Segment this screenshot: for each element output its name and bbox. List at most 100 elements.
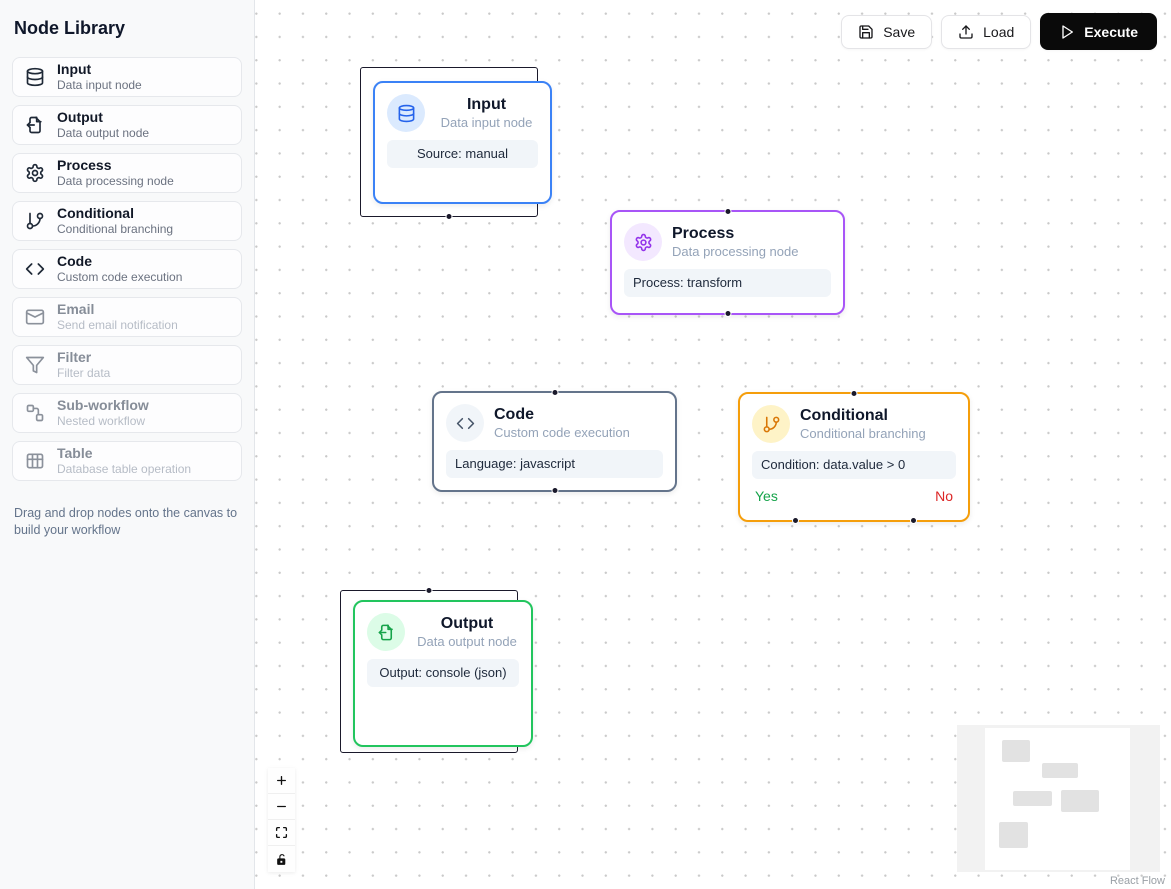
code-target-handle[interactable] [551, 389, 558, 396]
output-target-handle[interactable] [425, 587, 433, 594]
code-icon [446, 404, 484, 442]
canvas-controls [268, 768, 295, 872]
save-label: Save [883, 23, 916, 40]
item-label: Code [57, 252, 92, 269]
envelope-icon [25, 307, 45, 327]
flow-node-output[interactable]: Output Data output node Output: console … [353, 600, 533, 747]
node-text: Process Data processing node [672, 224, 831, 261]
sidebar-item-input[interactable]: Input Data input node [12, 57, 242, 97]
upload-icon [958, 24, 974, 40]
node-text: Code Custom code execution [494, 405, 663, 442]
node-header: Conditional Conditional branching [752, 405, 956, 443]
process-source-handle[interactable] [724, 310, 731, 317]
minimap-node [1061, 790, 1099, 812]
minimap-node [999, 822, 1028, 848]
funnel-icon [25, 355, 45, 375]
item-desc: Conditional branching [57, 222, 174, 237]
conditional-target-handle[interactable] [850, 390, 858, 397]
node-title: Conditional [800, 406, 888, 424]
sidebar-item-email: Email Send email notification [12, 297, 242, 337]
node-subtitle: Custom code execution [494, 424, 630, 440]
yes-branch-label: Yes [755, 487, 778, 504]
flow-node-conditional[interactable]: Conditional Conditional branching Condit… [738, 390, 970, 524]
item-desc: Data processing node [57, 174, 174, 189]
lock-toggle-button[interactable] [268, 846, 295, 872]
item-label: Output [57, 108, 103, 125]
subworkflow-icon [25, 403, 45, 423]
sidebar-item-output[interactable]: Output Data output node [12, 105, 242, 145]
sidebar-title: Node Library [14, 18, 126, 38]
gear-icon [25, 163, 45, 183]
item-label: Filter [57, 348, 92, 365]
execute-button[interactable]: Execute [1040, 13, 1157, 50]
code-source-handle[interactable] [551, 487, 558, 494]
branch-labels-row: Yes No [752, 488, 956, 504]
fit-view-button[interactable] [268, 820, 295, 846]
file-export-icon [367, 613, 405, 651]
node-header: Output Data output node [367, 613, 519, 651]
play-icon [1059, 24, 1075, 40]
gear-icon [624, 223, 662, 261]
no-branch-label: No [935, 487, 953, 504]
input-source-handle[interactable] [445, 213, 453, 220]
node-title: Output [440, 614, 494, 632]
flow-node-process[interactable]: Process Data processing node Process: tr… [610, 208, 845, 317]
node-detail: Process: transform [624, 269, 831, 297]
item-label: Table [57, 444, 93, 461]
node-text: Conditional Conditional branching [800, 406, 956, 443]
flow-node-input[interactable]: Input Data input node Source: manual [373, 81, 552, 204]
item-label: Input [57, 60, 92, 77]
item-desc: Send email notification [57, 318, 178, 333]
flow-node-code[interactable]: Code Custom code execution Language: jav… [432, 389, 677, 494]
node-text: Output Data output node [415, 614, 519, 651]
node-subtitle: Data input node [440, 114, 533, 130]
load-button[interactable]: Load [941, 14, 1032, 49]
sidebar-item-conditional[interactable]: Conditional Conditional branching [12, 201, 242, 241]
conditional-no-source-handle[interactable] [910, 517, 917, 524]
fit-view-icon [275, 826, 288, 839]
node-detail: Language: javascript [446, 450, 663, 478]
item-label: Email [57, 300, 95, 317]
minimap[interactable] [957, 725, 1160, 872]
node-subtitle: Conditional branching [800, 425, 926, 441]
file-export-icon [25, 115, 45, 135]
minimap-node [1002, 740, 1030, 762]
execute-label: Execute [1084, 23, 1138, 40]
zoom-in-icon [277, 776, 286, 785]
sidebar-item-subworkflow: Sub-workflow Nested workflow [12, 393, 242, 433]
node-detail: Output: console (json) [367, 659, 519, 687]
sidebar-item-table: Table Database table operation [12, 441, 242, 481]
node-header: Input Data input node [387, 94, 538, 132]
zoom-out-button[interactable] [268, 794, 295, 820]
item-desc: Nested workflow [57, 414, 146, 429]
sidebar-help-text: Drag and drop nodes onto the canvas to b… [14, 506, 238, 537]
minimap-node [1042, 763, 1078, 778]
node-detail: Source: manual [387, 140, 538, 168]
database-icon [25, 67, 45, 87]
node-title: Input [466, 95, 507, 113]
node-subtitle: Data processing node [672, 243, 799, 259]
save-button[interactable]: Save [841, 14, 933, 49]
item-desc: Database table operation [57, 462, 192, 477]
flow-canvas[interactable]: Save Load Execute [255, 0, 1171, 889]
react-flow-attribution: React Flow [1109, 875, 1165, 887]
node-library-sidebar: Node Library Input Data input node Outpu… [0, 0, 255, 889]
code-icon [25, 259, 45, 279]
sidebar-item-process[interactable]: Process Data processing node [12, 153, 242, 193]
table-icon [25, 451, 45, 471]
node-subtitle: Data output node [417, 633, 517, 649]
sidebar-item-code[interactable]: Code Custom code execution [12, 249, 242, 289]
load-label: Load [983, 23, 1015, 40]
conditional-yes-source-handle[interactable] [792, 517, 799, 524]
database-icon [387, 94, 425, 132]
zoom-out-icon [277, 805, 286, 808]
node-header: Code Custom code execution [446, 404, 663, 442]
item-label: Process [57, 156, 112, 173]
canvas-toolbar: Save Load Execute [841, 13, 1157, 50]
zoom-in-button[interactable] [268, 768, 295, 794]
process-target-handle[interactable] [724, 208, 731, 215]
item-desc: Data output node [57, 126, 150, 141]
node-title: Process [672, 224, 735, 242]
item-desc: Data input node [57, 78, 142, 93]
